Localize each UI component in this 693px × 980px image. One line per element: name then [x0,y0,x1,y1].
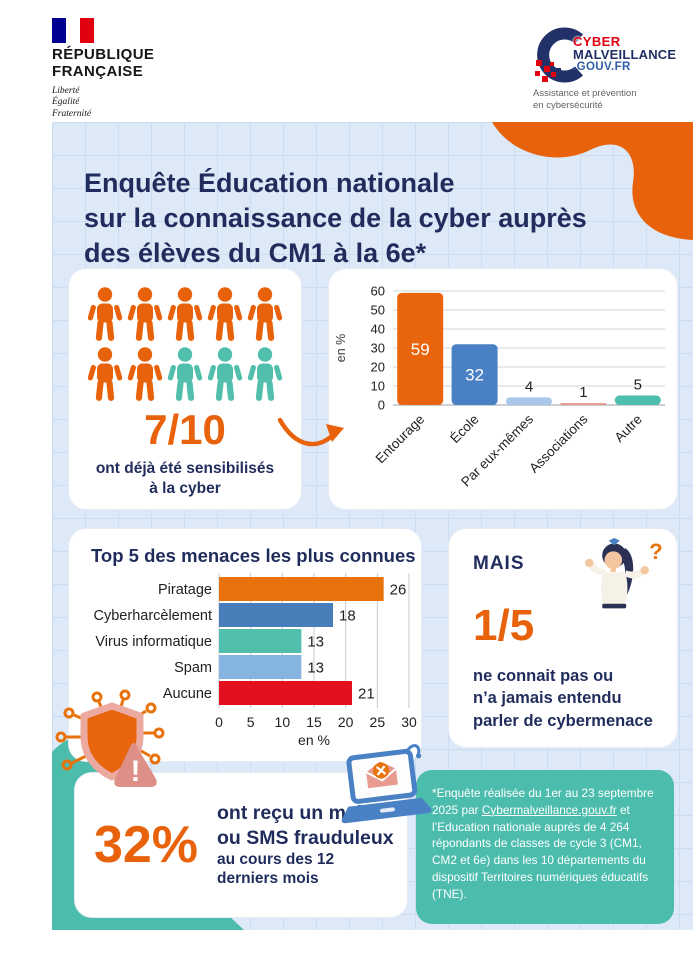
top-threats-card: Top 5 des menaces les plus connues 0 5 10 1… [68,528,422,762]
svg-text:Spam: Spam [174,660,212,676]
shield-warning-icon: ! [52,684,184,807]
cm-tagline: Assistance et prévention en cybersécurit… [533,88,637,112]
svg-text:30: 30 [401,714,417,730]
survey-footnote-text: *Enquête réalisée du 1er au 23 septembre… [432,786,654,901]
curved-arrow-icon [274,410,356,467]
svg-text:50: 50 [371,303,385,318]
unaware-ratio-value: 1/5 [473,601,535,650]
survey-footnote-card: *Enquête réalisée du 1er au 23 septembre… [416,770,674,924]
svg-text:25: 25 [370,714,386,730]
person-icon [127,347,163,401]
rf-logo-name: RÉPUBLIQUE FRANÇAISE [52,46,155,80]
awareness-ratio-value: 7/10 [144,406,226,453]
svg-text:1: 1 [579,384,587,401]
svg-text:13: 13 [307,634,324,651]
fraud-percentage: 32% [93,816,199,874]
svg-text:Entourage: Entourage [373,412,428,467]
svg-text:15: 15 [306,714,322,730]
person-icon [87,287,123,341]
person-icon [247,347,283,401]
svg-text:Piratage: Piratage [158,582,212,598]
cybermalveillance-c-icon [535,27,583,83]
main-panel: Enquête Éducation nationale sur la conna… [52,122,693,930]
svg-text:5: 5 [634,377,642,394]
svg-text:École: École [447,412,481,446]
svg-text:59: 59 [411,340,430,359]
svg-text:!: ! [131,755,141,788]
cybermalveillance-link[interactable]: Cybermalveillance.gouv.fr [481,802,617,817]
unaware-caption: ne connait pas ou n’a jamais entendu par… [473,667,653,730]
svg-text:4: 4 [525,378,533,395]
person-icon [167,347,203,401]
person-icon [207,347,243,401]
people-pictogram [69,287,301,403]
svg-text:0: 0 [215,714,223,730]
svg-text:Associations: Associations [526,411,590,475]
laptop-mail-icon [338,740,434,837]
svg-text:21: 21 [358,686,375,703]
person-icon [127,287,163,341]
awareness-ratio-card: 7/10 ont déjà été sensibilisés à la cybe… [68,268,302,510]
svg-text:30: 30 [371,341,385,356]
svg-text:en %: en % [298,732,330,748]
rf-motto: Liberté Égalité Fraternité [52,85,92,120]
svg-text:en %: en % [334,334,348,363]
awareness-source-chart-card: 0 10 20 30 40 50 60 en % 59 Entourage 32 École 4 Par … [328,268,678,510]
republique-francaise-logo: RÉPUBLIQUE FRANÇAISE Liberté Égalité Fra… [52,18,154,121]
svg-text:5: 5 [247,714,255,730]
svg-text:18: 18 [339,608,356,625]
person-icon [247,287,283,341]
awareness-ratio-caption: ont déjà été sensibilisés à la cyber [95,460,275,498]
cm-word-gouvfr: .GOUV.FR [573,60,631,73]
cm-word-malveillance: MALVEILLANCE [573,47,677,63]
svg-text:0: 0 [378,398,385,413]
french-flag-icon [52,18,94,43]
svg-text:?: ? [649,539,663,564]
svg-text:10: 10 [275,714,291,730]
person-icon [167,287,203,341]
mais-label: MAIS [473,553,525,574]
svg-text:26: 26 [390,582,407,599]
svg-text:Aucune: Aucune [163,686,212,702]
cm-word-cyber: CYBER [573,34,621,49]
svg-text:Autre: Autre [611,412,644,445]
cybermalveillance-logo: CYBER MALVEILLANCE .GOUV.FR Assistance e… [533,26,683,113]
svg-text:Virus informatique: Virus informatique [95,634,212,650]
person-icon [207,287,243,341]
svg-text:40: 40 [371,322,385,337]
shrugging-girl-illustration: ? [565,537,669,630]
person-icon [87,347,123,401]
svg-text:20: 20 [338,714,354,730]
svg-text:10: 10 [371,379,385,394]
svg-text:60: 60 [371,284,385,299]
unaware-card: MAIS ? 1/5 [448,528,678,748]
top-threats-title: Top 5 des menaces les plus connues [91,545,416,566]
page-title: Enquête Éducation nationale sur la conna… [84,168,587,269]
svg-text:32: 32 [465,366,484,385]
top-threats-bar-chart: 0 5 10 15 20 25 30 en % 26 Piratage 18 Cyberharcèle… [94,573,417,748]
svg-text:20: 20 [371,360,385,375]
svg-text:Cyberharcèlement: Cyberharcèlement [94,608,212,624]
svg-text:13: 13 [307,660,324,677]
